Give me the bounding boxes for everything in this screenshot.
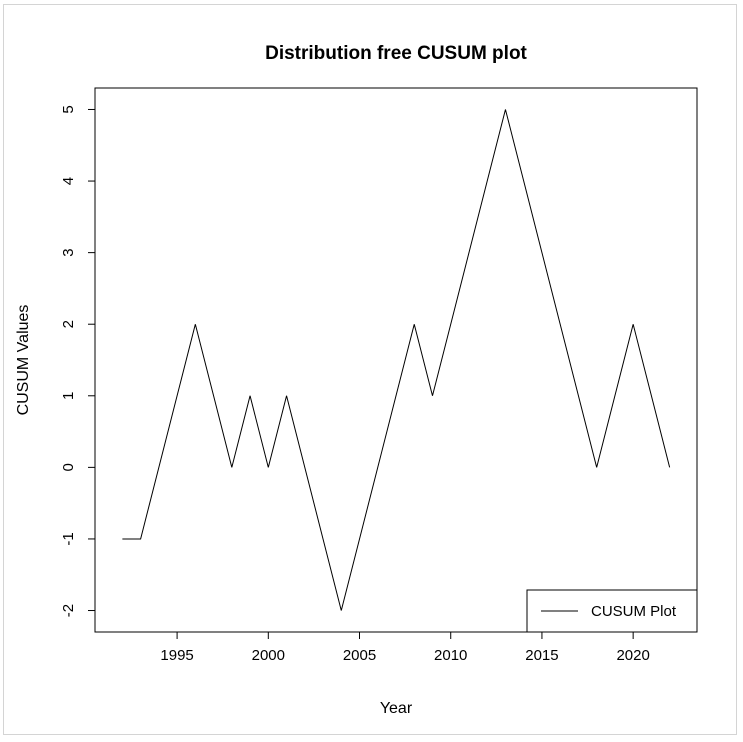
x-tick-label: 2000 [252,647,285,664]
y-tick-label: 2 [60,320,77,328]
y-axis-label: CUSUM Values [15,305,32,416]
legend: CUSUM Plot [526,589,698,633]
x-tick-label: 2010 [434,647,467,664]
plot-area-border [94,87,698,633]
y-axis: -2 -1 0 1 2 3 4 5 [60,105,96,617]
y-tick-label: 5 [60,105,77,113]
y-tick-label: -2 [60,604,77,617]
y-tick-label: 4 [60,177,77,185]
x-axis: 1995 2000 2005 2010 2015 2020 [160,631,650,664]
legend-label-cusum-plot: CUSUM Plot [591,603,677,620]
x-tick-label: 1995 [160,647,193,664]
x-tick-label: 2015 [525,647,558,664]
y-tick-label: 1 [60,392,77,400]
x-axis-label: Year [380,700,413,717]
y-tick-label: 3 [60,248,77,256]
series-line-cusum-plot [122,109,671,611]
x-tick-label: 2020 [616,647,649,664]
chart-title: Distribution free CUSUM plot [265,43,527,64]
y-tick-label: -1 [60,532,77,545]
x-tick-label: 2005 [343,647,376,664]
y-tick-label: 0 [60,463,77,471]
